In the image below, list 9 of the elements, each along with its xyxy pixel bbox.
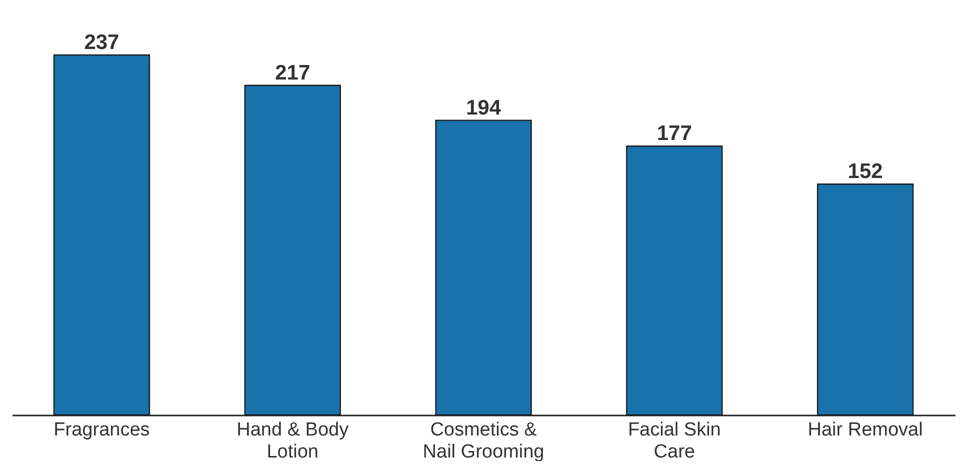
data-label: 237 bbox=[84, 31, 120, 54]
x-tick-label: Facial Skin Care bbox=[628, 420, 721, 462]
data-label: 177 bbox=[656, 122, 692, 146]
data-label: 194 bbox=[466, 96, 502, 120]
x-tick-label: Fragrances bbox=[54, 420, 150, 440]
x-tick-label: Hair Removal bbox=[808, 420, 923, 440]
data-label: 217 bbox=[275, 61, 310, 84]
data-label: 152 bbox=[848, 160, 883, 184]
x-tick-label: Hand & Body Lotion bbox=[236, 420, 350, 462]
